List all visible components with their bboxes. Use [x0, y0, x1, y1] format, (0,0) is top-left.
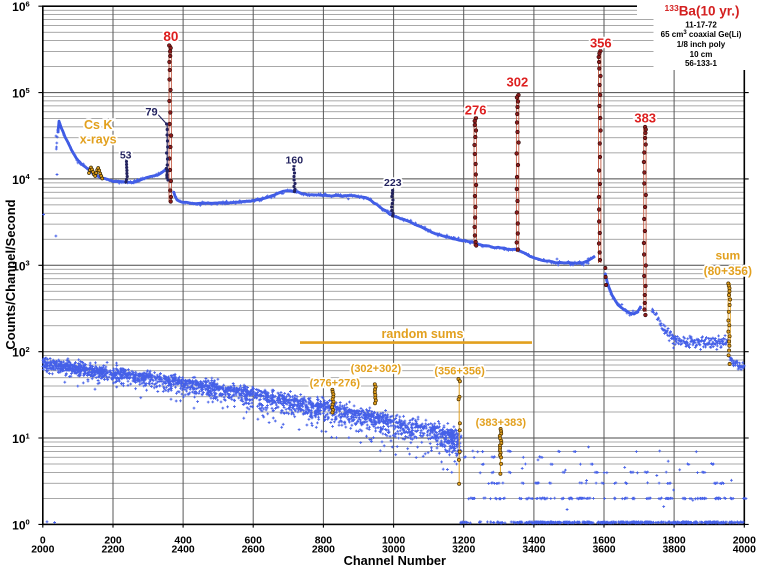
svg-text:80: 80 — [163, 29, 178, 44]
svg-text:105: 105 — [12, 86, 30, 101]
svg-text:1800: 1800 — [663, 535, 686, 546]
svg-text:160: 160 — [286, 155, 304, 167]
svg-text:106: 106 — [12, 0, 30, 14]
svg-text:(383+383): (383+383) — [476, 417, 527, 429]
svg-text:100: 100 — [12, 518, 30, 533]
svg-text:1200: 1200 — [452, 535, 475, 546]
svg-text:276: 276 — [465, 103, 487, 118]
svg-text:sum: sum — [715, 249, 740, 263]
svg-text:2200: 2200 — [101, 545, 124, 556]
svg-text:223: 223 — [384, 177, 402, 189]
svg-text:65 cm3 coaxial Ge(Li): 65 cm3 coaxial Ge(Li) — [661, 30, 742, 39]
svg-text:2000: 2000 — [31, 545, 54, 556]
svg-text:2800: 2800 — [312, 545, 335, 556]
svg-text:10 cm: 10 cm — [690, 50, 713, 59]
svg-text:356: 356 — [590, 36, 612, 51]
svg-text:1600: 1600 — [592, 535, 615, 546]
svg-text:Counts/Channel/Second: Counts/Channel/Second — [3, 199, 18, 349]
svg-text:Channel Number: Channel Number — [344, 553, 446, 568]
svg-text:800: 800 — [315, 535, 333, 546]
svg-text:53: 53 — [120, 150, 132, 162]
svg-text:2400: 2400 — [172, 545, 195, 556]
svg-text:0: 0 — [40, 535, 46, 546]
svg-text:400: 400 — [174, 535, 192, 546]
svg-text:(80+356): (80+356) — [704, 264, 752, 278]
svg-text:1000: 1000 — [382, 535, 405, 546]
svg-text:200: 200 — [104, 535, 122, 546]
svg-text:random sums: random sums — [382, 327, 464, 341]
svg-text:102: 102 — [12, 345, 30, 360]
svg-text:2000: 2000 — [733, 535, 756, 546]
svg-text:103: 103 — [12, 259, 30, 274]
svg-text:(276+276): (276+276) — [310, 377, 361, 389]
svg-text:101: 101 — [12, 431, 30, 446]
svg-text:x-rays: x-rays — [80, 132, 117, 146]
svg-text:3800: 3800 — [663, 545, 686, 556]
svg-text:4000: 4000 — [733, 545, 756, 556]
svg-text:1/8 inch poly: 1/8 inch poly — [677, 40, 726, 49]
svg-text:3400: 3400 — [522, 545, 545, 556]
svg-text:600: 600 — [245, 535, 263, 546]
svg-text:3600: 3600 — [592, 545, 615, 556]
svg-text:Cs K: Cs K — [84, 118, 112, 132]
svg-text:11-17-72: 11-17-72 — [685, 20, 717, 29]
svg-text:2600: 2600 — [242, 545, 265, 556]
svg-text:133Ba(10 yr.): 133Ba(10 yr.) — [665, 3, 740, 19]
svg-text:383: 383 — [634, 111, 656, 126]
svg-text:1400: 1400 — [522, 535, 545, 546]
svg-text:3000: 3000 — [382, 545, 405, 556]
svg-text:3200: 3200 — [452, 545, 475, 556]
svg-text:(356+356): (356+356) — [434, 365, 485, 377]
svg-text:79: 79 — [145, 107, 157, 119]
svg-text:56-133-1: 56-133-1 — [685, 59, 718, 68]
svg-text:302: 302 — [507, 75, 529, 90]
svg-text:(302+302): (302+302) — [351, 363, 402, 375]
